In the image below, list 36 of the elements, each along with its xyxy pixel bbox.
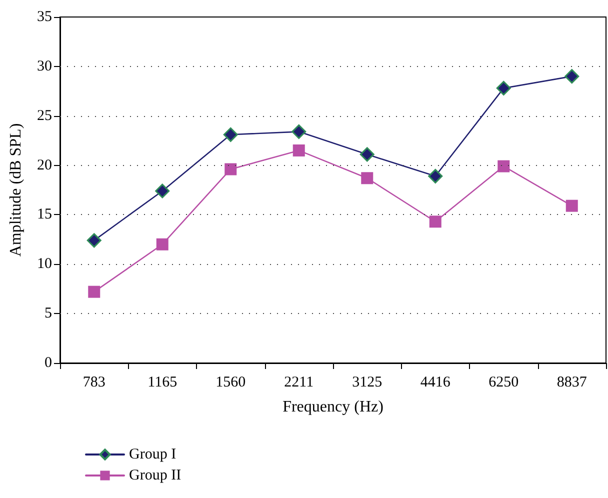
point	[429, 216, 442, 228]
y-tick-label: 35	[37, 9, 52, 25]
y-tick-label: 5	[44, 306, 52, 322]
y-tick-label: 15	[37, 206, 52, 223]
point	[155, 184, 170, 198]
legend-label: Group I	[129, 446, 176, 462]
y-tick-label: 0	[44, 355, 52, 371]
x-tick-label: 3125	[352, 374, 382, 390]
point	[223, 127, 238, 142]
point	[360, 147, 374, 162]
y-tick-label: 25	[37, 108, 52, 124]
x-tick-label: 783	[82, 374, 106, 390]
point	[292, 124, 306, 139]
point	[566, 200, 578, 212]
point	[292, 144, 305, 156]
x-tick-label: 1560	[216, 374, 246, 390]
point	[224, 163, 237, 176]
point	[88, 286, 100, 298]
point	[86, 233, 102, 248]
y-axis-title: Amplitude (dB SPL)	[8, 123, 24, 257]
x-tick-label: 8837	[556, 374, 588, 390]
point	[361, 172, 374, 184]
point	[498, 160, 510, 172]
y-tick-label: 20	[37, 157, 52, 174]
x-tick-label: 2211	[284, 374, 314, 390]
x-tick-label: 1165	[148, 374, 178, 390]
point	[496, 80, 511, 96]
x-tick-label: 6250	[488, 374, 519, 390]
x-axis-title: Frequency (Hz)	[282, 398, 384, 416]
y-tick-label: 10	[37, 256, 52, 272]
point	[428, 168, 443, 184]
point	[564, 69, 580, 84]
y-tick-label: 30	[37, 58, 52, 74]
point	[156, 238, 168, 250]
legend-label: Group II	[129, 468, 182, 484]
x-tick-label: 4416	[420, 374, 451, 390]
